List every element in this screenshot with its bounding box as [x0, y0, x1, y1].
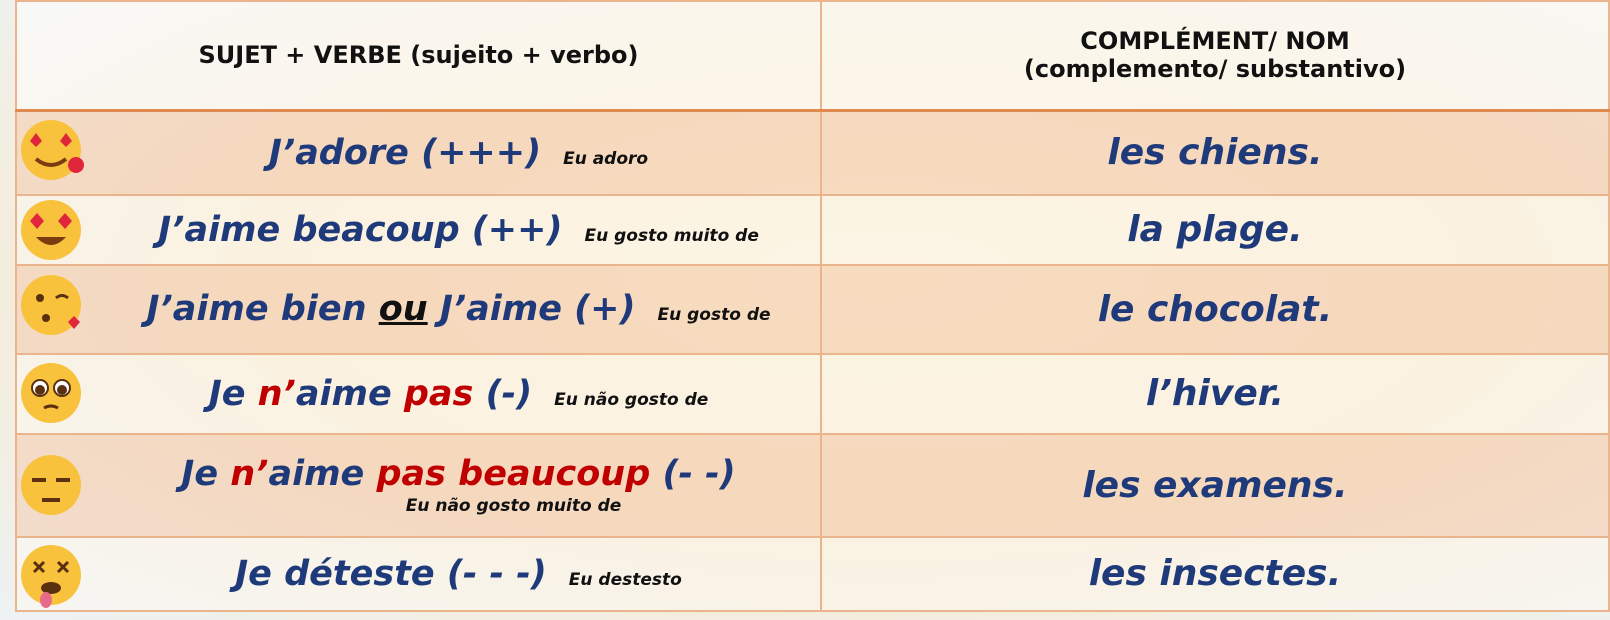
sujet-segment: aime	[295, 373, 404, 414]
sujet-cell: Je n’aime pas beaucoup (- -) Eu não gosto…	[15, 432, 822, 538]
sujet-segment: ou	[378, 289, 428, 330]
translation-note: Eu adoro	[563, 148, 649, 169]
sujet-cell: Je n’aime pas (-) Eu não gosto de	[15, 352, 822, 435]
sujet-segment: n’	[230, 454, 269, 495]
sujet-segment: J’aime bien	[146, 289, 379, 330]
emoji	[21, 200, 81, 260]
header-cell: SUJET + VERBE (sujeito + verbo)	[15, 0, 822, 112]
table-row: J’aime bien ou J’aime (+) Eu gosto de le c…	[15, 264, 1610, 355]
table-row: Je n’aime pas (-) Eu não gosto de l’hiver.	[15, 352, 1610, 435]
emoji	[21, 275, 81, 335]
sujet: J’adore (+++)	[269, 133, 541, 173]
emoji	[21, 363, 81, 423]
sujet-cell: J’aime bien ou J’aime (+) Eu gosto de	[15, 264, 822, 355]
header-text: COMPLÉMENT/ NOM	[1080, 27, 1350, 56]
translation-note: Eu gosto de	[657, 305, 771, 326]
sujet-segment: Je déteste (- - -)	[235, 553, 547, 594]
complement: le chocolat.	[1097, 288, 1333, 330]
emoji	[21, 455, 81, 515]
table: SUJET + VERBE (sujeito + verbo) COMPLÉME…	[15, 0, 1610, 613]
sujet-segment: (-)	[473, 373, 533, 414]
complement: les chiens.	[1107, 132, 1323, 174]
sujet: J’aime beacoup (++)	[158, 210, 562, 250]
sujet-cell: J’aime beacoup (++) Eu gosto muito de	[15, 193, 822, 267]
sujet-segment: Je	[208, 373, 258, 414]
sujet-segment: J’aime beacoup (++)	[158, 209, 563, 250]
sujet-cell: Je déteste (- - -) Eu destesto	[15, 535, 822, 613]
sujet-segment: (- -)	[650, 454, 736, 495]
sujet: Je n’aime pas (-)	[209, 374, 532, 414]
sujet: J’aime bien ou J’aime (+)	[146, 289, 635, 329]
table-row: Je n’aime pas beaucoup (- -) Eu não gosto…	[15, 432, 1610, 538]
table-row: J’adore (+++) Eu adoro les chiens.	[15, 109, 1610, 196]
sujet-segment: pas beaucoup	[376, 454, 651, 495]
complement-cell: la plage.	[820, 193, 1610, 267]
sujet-cell: J’adore (+++) Eu adoro	[15, 109, 822, 196]
complement: l’hiver.	[1145, 373, 1285, 415]
header-row: SUJET + VERBE (sujeito + verbo) COMPLÉME…	[15, 0, 1610, 112]
sujet: Je n’aime pas beaucoup (- -)	[181, 454, 735, 494]
complement-cell: l’hiver.	[820, 352, 1610, 435]
sujet-segment: aime	[268, 454, 377, 495]
sujet-segment: pas	[403, 373, 474, 414]
complement: la plage.	[1127, 209, 1303, 251]
complement: les examens.	[1082, 464, 1348, 506]
table-row: J’aime beacoup (++) Eu gosto muito de la p…	[15, 193, 1610, 267]
sujet-segment: Je	[181, 454, 231, 495]
sujet-segment: n’	[257, 373, 296, 414]
translation-note: Eu gosto muito de	[584, 225, 759, 246]
complement-cell: les chiens.	[820, 109, 1610, 196]
complement-cell: les examens.	[820, 432, 1610, 538]
translation-note: Eu não gosto muito de	[405, 496, 622, 517]
complement-cell: les insectes.	[820, 535, 1610, 613]
complement: les insectes.	[1088, 553, 1342, 595]
table-row: Je déteste (- - -) Eu destesto les insecte…	[15, 535, 1610, 613]
sujet-segment: J’aime (+)	[427, 289, 636, 330]
sujet: Je déteste (- - -)	[235, 554, 547, 594]
emoji	[21, 120, 84, 180]
header-text: (complemento/ substantivo)	[1023, 55, 1407, 84]
complement-cell: le chocolat.	[820, 264, 1610, 355]
emoji	[21, 545, 81, 608]
header-text: SUJET + VERBE (sujeito + verbo)	[198, 41, 639, 70]
translation-note: Eu não gosto de	[554, 389, 709, 410]
header-cell: COMPLÉMENT/ NOM (complemento/ substantivo…	[820, 0, 1610, 112]
sujet-segment: J’adore (+++)	[268, 132, 542, 173]
translation-note: Eu destesto	[568, 569, 682, 590]
